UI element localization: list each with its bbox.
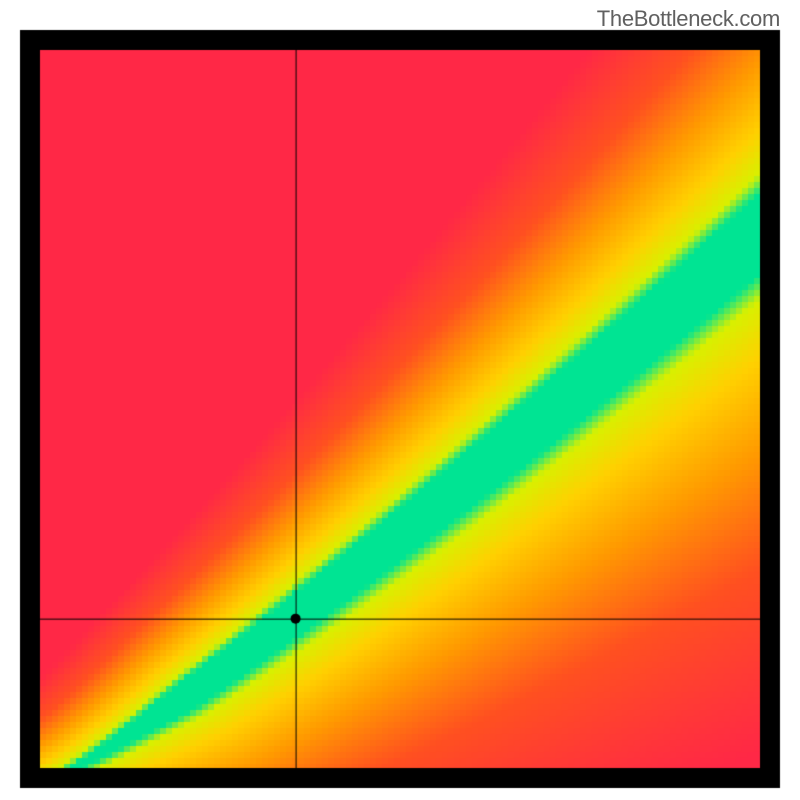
watermark-text: TheBottleneck.com — [597, 6, 780, 32]
chart-container: TheBottleneck.com — [0, 0, 800, 800]
heatmap-canvas — [0, 0, 800, 800]
